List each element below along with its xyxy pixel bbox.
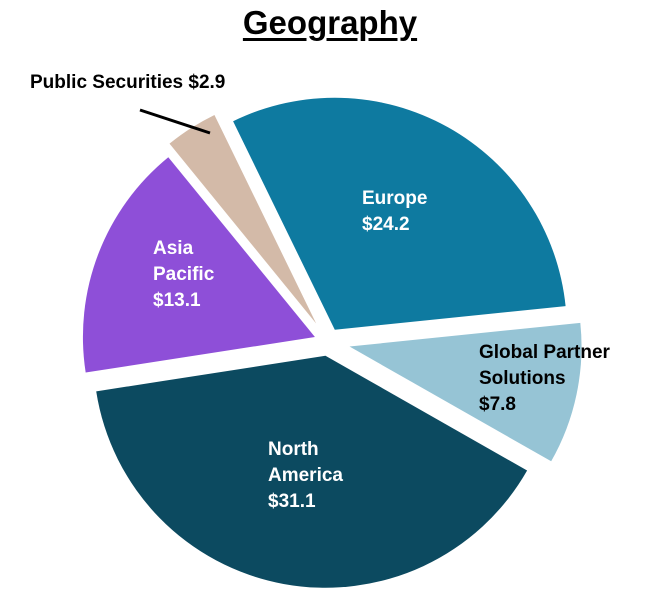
slice-label-europe: Europe $24.2 <box>362 188 427 235</box>
pie-slice-north-america <box>96 355 528 588</box>
pie-slice-public-securities <box>169 114 317 324</box>
slice-label-global-partner-solutions: Global Partner Solutions $7.8 <box>479 342 611 415</box>
slice-label-asia-pacific: Asia Pacific $13.1 <box>153 238 215 311</box>
chart-title: Geography <box>242 4 418 41</box>
slice-label-public-securities: Public Securities $2.9 <box>30 72 225 93</box>
slice-label-north-america: North America $31.1 <box>268 439 343 512</box>
pie-slice-europe <box>233 97 566 330</box>
pie-slice-global-partner-solutions <box>349 322 582 462</box>
leader-line <box>139 108 211 135</box>
pie-slice-asia-pacific <box>82 157 315 373</box>
